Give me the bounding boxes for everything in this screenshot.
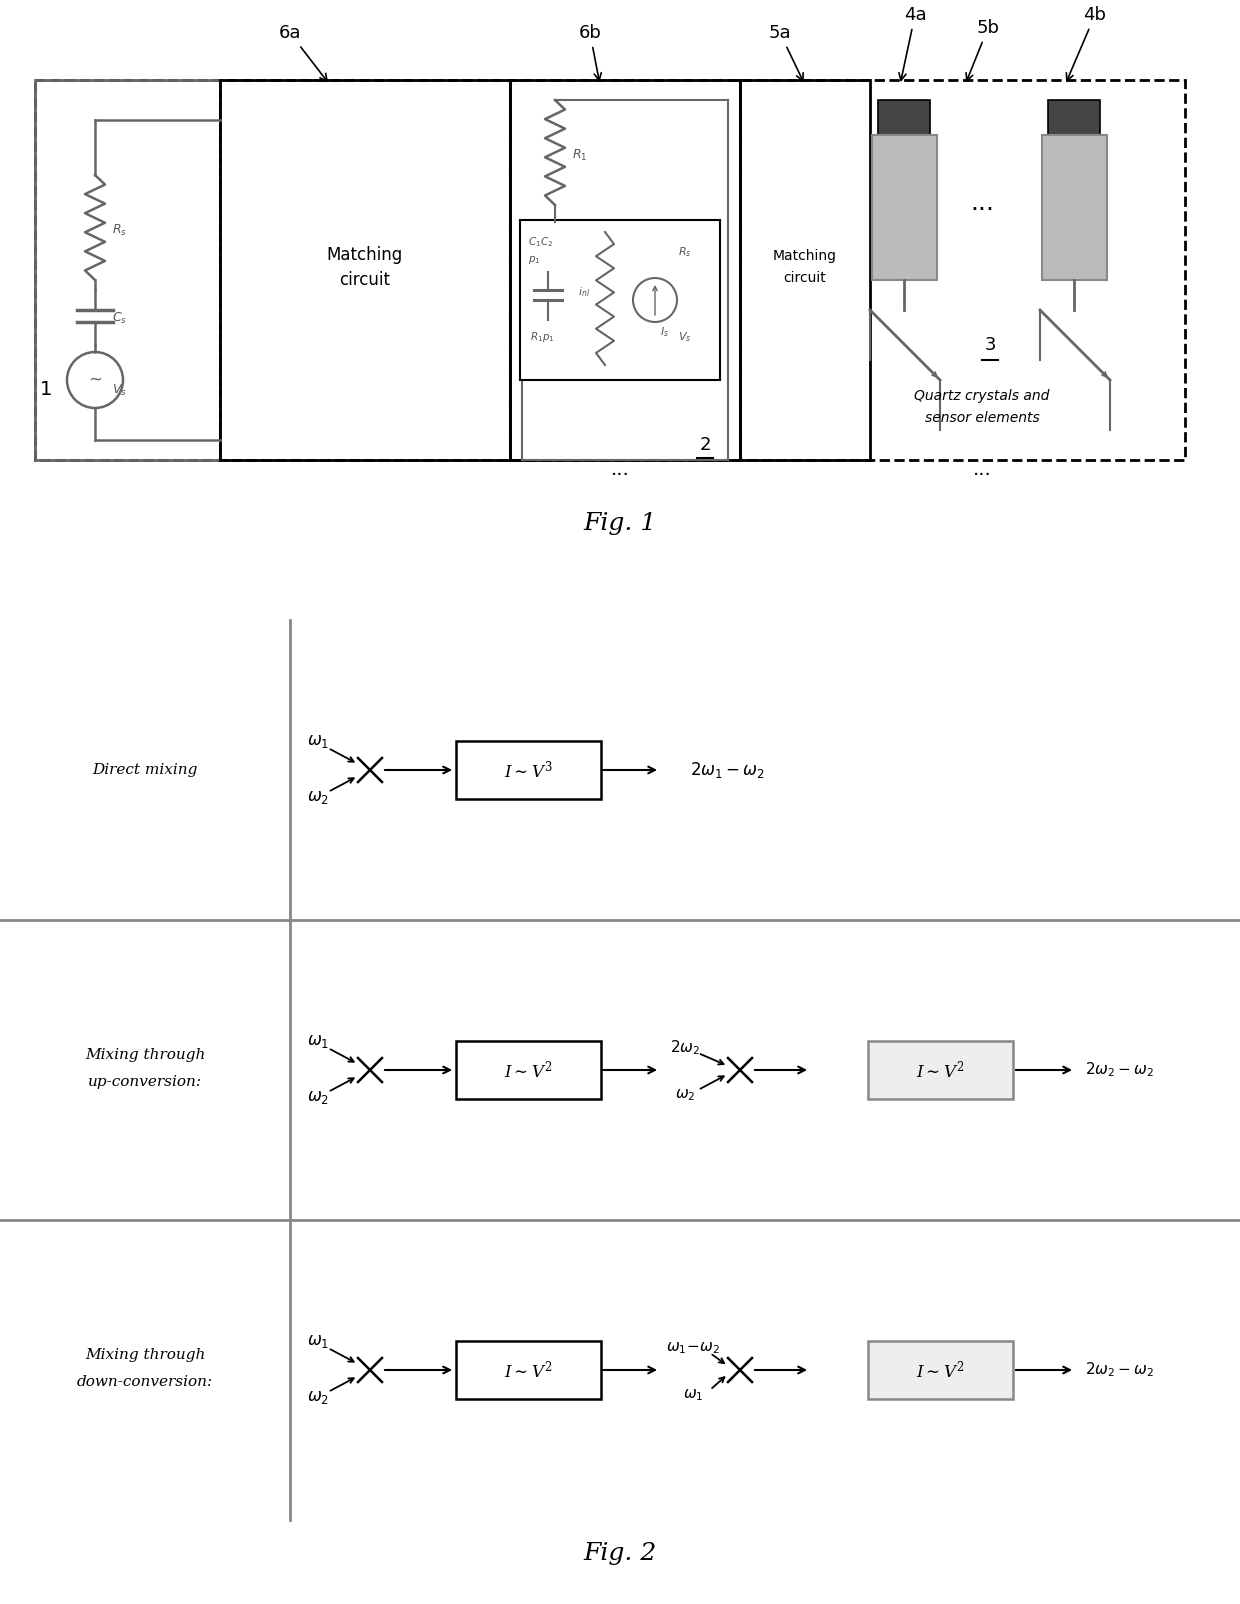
Text: Matching: Matching (773, 249, 837, 263)
Text: $p_1$: $p_1$ (528, 253, 541, 266)
Text: $R_1p_1$: $R_1p_1$ (529, 330, 554, 343)
Bar (872, 135, 937, 281)
Bar (455, 1341, 600, 1399)
Text: $\omega_1$: $\omega_1$ (306, 1333, 329, 1351)
Text: $R_1$: $R_1$ (572, 148, 588, 162)
Text: $\omega_1$: $\omega_1$ (683, 1387, 703, 1404)
Bar (219, 80, 510, 460)
Text: down-conversion:: down-conversion: (77, 1375, 213, 1389)
Text: $C_1C_2$: $C_1C_2$ (528, 236, 553, 249)
Bar (520, 220, 720, 380)
Text: sensor elements: sensor elements (925, 411, 1039, 425)
Text: Quartz crystals and: Quartz crystals and (914, 390, 1050, 403)
Text: $I \sim V^2$: $I \sim V^2$ (916, 1059, 965, 1081)
Bar (1042, 135, 1107, 281)
Text: 4b: 4b (1066, 6, 1106, 80)
Text: $V_s$: $V_s$ (678, 330, 692, 343)
Text: $\omega_2$: $\omega_2$ (675, 1088, 696, 1104)
Text: $\omega_2$: $\omega_2$ (308, 789, 329, 807)
Bar (35, 80, 219, 460)
Text: $I \sim V^3$: $I \sim V^3$ (503, 759, 552, 781)
Text: $\omega_1$: $\omega_1$ (306, 733, 329, 751)
Text: Matching: Matching (327, 245, 403, 265)
Text: $\omega_2$: $\omega_2$ (308, 1389, 329, 1407)
Text: Fig. 2: Fig. 2 (583, 1541, 657, 1566)
Text: circuit: circuit (784, 271, 826, 286)
Text: $\omega_1$: $\omega_1$ (306, 1033, 329, 1051)
Bar (868, 1041, 1013, 1099)
Bar (1048, 99, 1100, 135)
Bar (510, 80, 740, 460)
Text: $\omega_1\!-\!\omega_2$: $\omega_1\!-\!\omega_2$ (666, 1341, 720, 1355)
Text: ...: ... (970, 191, 994, 215)
Text: ...: ... (610, 460, 630, 480)
Text: 5b: 5b (966, 19, 999, 80)
Bar (740, 80, 870, 460)
Text: $I \sim V^2$: $I \sim V^2$ (503, 1059, 552, 1081)
Text: 6a: 6a (279, 24, 327, 82)
Text: $I_s$: $I_s$ (660, 326, 670, 338)
Text: up-conversion:: up-conversion: (88, 1075, 202, 1089)
Text: 5a: 5a (769, 24, 804, 80)
Text: Direct mixing: Direct mixing (92, 764, 197, 776)
Text: $i_{nl}$: $i_{nl}$ (578, 286, 590, 298)
Text: $\omega_2$: $\omega_2$ (308, 1089, 329, 1107)
Text: 6b: 6b (579, 24, 601, 80)
Text: 1: 1 (40, 380, 52, 399)
Text: 3: 3 (985, 335, 997, 354)
Text: $2\omega_2 - \omega_2$: $2\omega_2 - \omega_2$ (1085, 1360, 1154, 1379)
Text: ~: ~ (88, 371, 102, 390)
Text: $C_s$: $C_s$ (112, 311, 128, 326)
Text: $I \sim V^2$: $I \sim V^2$ (503, 1359, 552, 1381)
Bar (868, 1341, 1013, 1399)
Text: $V_s$: $V_s$ (112, 382, 126, 398)
Text: circuit: circuit (340, 271, 391, 289)
Text: 4a: 4a (899, 6, 926, 80)
Bar (455, 741, 600, 799)
Text: 2: 2 (701, 436, 712, 454)
Text: Fig. 1: Fig. 1 (583, 512, 657, 536)
Text: $R_s$: $R_s$ (678, 245, 692, 258)
Text: $R_s$: $R_s$ (112, 223, 126, 237)
Bar (878, 99, 930, 135)
Bar (35, 80, 1185, 460)
Text: $I \sim V^2$: $I \sim V^2$ (916, 1359, 965, 1381)
Text: $2\omega_2 - \omega_2$: $2\omega_2 - \omega_2$ (1085, 1060, 1154, 1079)
Text: $2\omega_2$: $2\omega_2$ (670, 1039, 701, 1057)
Text: Mixing through: Mixing through (84, 1347, 205, 1362)
Text: $2\omega_1 - \omega_2$: $2\omega_1 - \omega_2$ (689, 760, 765, 780)
Text: ...: ... (972, 460, 991, 480)
Bar (455, 1041, 600, 1099)
Text: Mixing through: Mixing through (84, 1047, 205, 1062)
